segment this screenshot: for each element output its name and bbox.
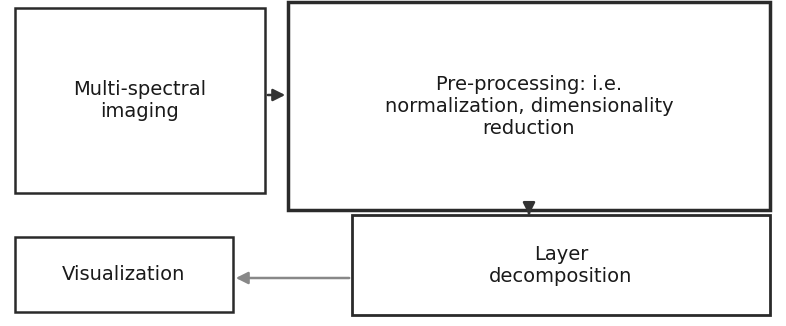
Bar <box>352 215 770 315</box>
Bar <box>15 237 233 312</box>
Bar <box>288 2 770 210</box>
Bar <box>15 8 265 193</box>
Text: Visualization: Visualization <box>62 265 185 284</box>
Text: Pre-processing: i.e.
normalization, dimensionality
reduction: Pre-processing: i.e. normalization, dime… <box>384 75 674 138</box>
Text: Layer
decomposition: Layer decomposition <box>490 244 633 286</box>
Text: Multi-spectral
imaging: Multi-spectral imaging <box>73 80 207 121</box>
